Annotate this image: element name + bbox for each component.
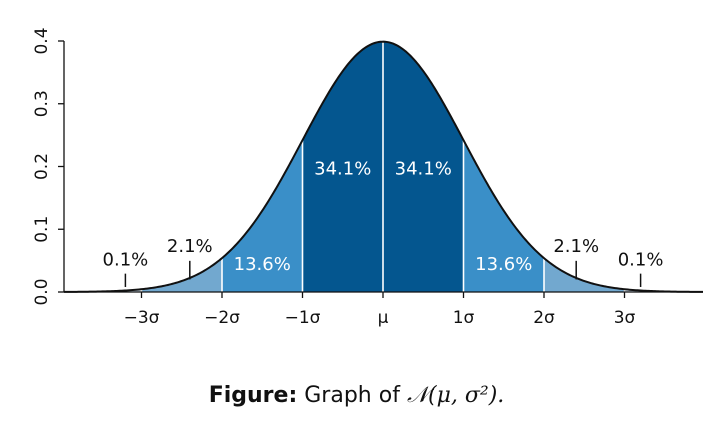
band-5 [544, 258, 625, 292]
pct-label-0: 34.1% [314, 159, 371, 180]
y-tick-label-2: 0.2 [32, 153, 52, 180]
x-tick-label-2: −1σ [285, 308, 321, 328]
y-tick-label-4: 0.4 [32, 27, 52, 54]
sigma-dividers [140, 41, 626, 292]
caption-text: Graph of [297, 383, 407, 408]
x-tick-label-5: 2σ [533, 308, 555, 328]
y-tick-label-1: 0.1 [32, 216, 52, 243]
x-tick-label-0: −3σ [124, 308, 160, 328]
pct-label-6: 0.1% [103, 250, 149, 271]
normal-distribution-chart: 0.00.10.20.30.4−3σ −2σ −1σ μ 1σ 2σ 3σ 34.1% 34.… [32, 27, 704, 328]
pct-label-4: 2.1% [167, 236, 213, 257]
pct-label-7: 0.1% [618, 250, 664, 271]
pct-label-5: 2.1% [553, 236, 599, 257]
pct-label-2: 13.6% [234, 254, 291, 275]
caption-bold: Figure: [208, 383, 298, 408]
caption-formula: 𝒩(μ, σ²). [406, 383, 505, 408]
x-tick-label-4: 1σ [453, 308, 475, 328]
percentage-labels: 34.1% 34.1% 13.6% 13.6% 2.1% 2.1% 0.1% 0.1% [103, 159, 664, 287]
x-tick-label-1: −2σ [204, 308, 240, 328]
x-tick-label-3: μ [378, 308, 389, 328]
axes: 0.0 0.1 0.2 0.3 0.4 −3σ −2σ −1σ μ 1σ 2σ 3σ [32, 27, 703, 328]
x-tick-label-6: 3σ [614, 308, 636, 328]
density-curve [63, 40, 704, 293]
band-0 [141, 258, 222, 292]
pct-label-3: 13.6% [475, 254, 532, 275]
y-tick-label-3: 0.3 [32, 90, 52, 117]
pct-label-1: 34.1% [395, 159, 452, 180]
figure-caption: Figure: Graph of 𝒩(μ, σ²). [0, 383, 713, 408]
y-tick-label-0: 0.0 [32, 278, 52, 305]
